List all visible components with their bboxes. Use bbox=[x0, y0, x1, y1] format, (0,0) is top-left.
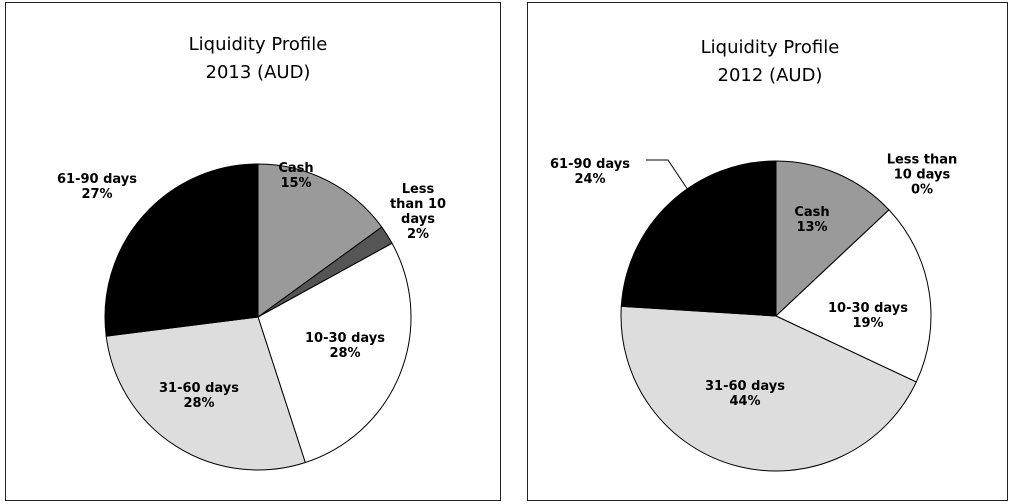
category-label: 61-90 days bbox=[550, 157, 630, 172]
data-label: Cash 15% bbox=[266, 161, 326, 191]
pie-slice bbox=[257, 242, 412, 464]
chart-title: Liquidity Profile bbox=[701, 37, 840, 58]
pie-slice bbox=[775, 160, 890, 318]
leader-line bbox=[646, 159, 689, 191]
chart-title: Liquidity Profile bbox=[189, 34, 328, 55]
data-label: Cash 13% bbox=[782, 205, 842, 235]
category-label: Less than 10 days bbox=[886, 152, 958, 183]
pie-slice bbox=[620, 305, 917, 472]
data-label: 31-60 days 44% bbox=[700, 379, 790, 409]
value-label: 13% bbox=[796, 220, 828, 235]
category-label: Less than 10 days bbox=[389, 182, 447, 227]
category-label: 31-60 days bbox=[159, 381, 239, 396]
data-label: 10-30 days 19% bbox=[823, 301, 913, 331]
data-label: 31-60 days 28% bbox=[154, 381, 244, 411]
data-label: 61-90 days 27% bbox=[52, 172, 142, 202]
category-label: 61-90 days bbox=[57, 172, 137, 187]
pie-slice bbox=[105, 316, 306, 471]
chart-subtitle: 2013 (AUD) bbox=[206, 62, 311, 83]
data-label: 61-90 days 24% bbox=[545, 157, 635, 187]
category-label: 10-30 days bbox=[305, 331, 385, 346]
value-label: 2% bbox=[406, 227, 430, 242]
pie-slice bbox=[104, 163, 259, 337]
data-label: Less than 10 days 2% bbox=[383, 182, 453, 242]
pie-slice bbox=[775, 209, 932, 383]
value-label: 15% bbox=[280, 176, 312, 191]
value-label: 28% bbox=[183, 396, 215, 411]
value-label: 27% bbox=[81, 187, 113, 202]
pie-slice bbox=[257, 163, 383, 318]
chart-subtitle: 2012 (AUD) bbox=[718, 65, 823, 86]
value-label: 19% bbox=[852, 316, 884, 331]
value-label: 44% bbox=[729, 394, 761, 409]
category-label: Cash bbox=[278, 161, 314, 176]
data-label: 10-30 days 28% bbox=[300, 331, 390, 361]
category-label: Cash bbox=[794, 205, 830, 220]
data-label: Less than 10 days 0% bbox=[882, 153, 962, 198]
pie-slice bbox=[620, 160, 777, 317]
value-label: 28% bbox=[329, 346, 361, 361]
category-label: 10-30 days bbox=[828, 301, 908, 316]
value-label: 24% bbox=[574, 172, 606, 187]
category-label: 31-60 days bbox=[705, 379, 785, 394]
value-label: 0% bbox=[910, 182, 934, 198]
